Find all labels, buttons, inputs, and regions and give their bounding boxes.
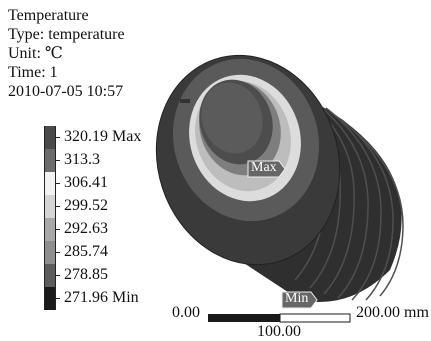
result-title: Temperature	[8, 7, 89, 24]
legend-label: 271.96 Min	[64, 289, 139, 306]
scale-end-label: 200.00 mm	[356, 304, 429, 321]
legend-swatch	[44, 218, 56, 241]
result-type: Type: temperature	[8, 26, 125, 43]
max-marker-label: Max	[251, 160, 277, 175]
legend-row: 299.52	[44, 195, 184, 218]
legend-row: 320.19 Max	[44, 126, 184, 149]
legend-tick	[56, 252, 60, 253]
legend-row: 313.3	[44, 149, 184, 172]
min-marker-label: Min	[285, 291, 309, 306]
legend-label: 292.63	[64, 220, 108, 237]
legend-swatch	[44, 287, 56, 310]
legend-tick	[56, 206, 60, 207]
legend-label: 278.85	[64, 266, 108, 283]
legend-tick	[56, 229, 60, 230]
legend-tick	[56, 160, 60, 161]
legend-swatch	[44, 149, 56, 172]
result-unit: Unit: ℃	[8, 45, 63, 62]
legend-row: 285.74	[44, 241, 184, 264]
legend-row: 271.96 Min	[44, 287, 184, 310]
scale-start-label: 0.00	[172, 304, 200, 321]
result-time: Time: 1	[8, 64, 58, 81]
max-marker: Max	[247, 160, 287, 183]
result-timestamp: 2010-07-05 10:57	[8, 83, 124, 100]
legend-row: 292.63	[44, 218, 184, 241]
legend-row: 278.85	[44, 264, 184, 287]
legend-swatch	[44, 241, 56, 264]
legend-tick	[56, 183, 60, 184]
legend-row: 306.41	[44, 172, 184, 195]
legend-label: 320.19 Max	[64, 128, 142, 145]
scale-mid-label: 100.00	[257, 323, 301, 340]
min-marker: Min	[281, 291, 319, 314]
legend-tick	[56, 275, 60, 276]
scale-bar	[208, 313, 351, 323]
legend-label: 299.52	[64, 197, 108, 214]
legend-swatch	[44, 195, 56, 218]
result-info: Temperature Type: temperature Unit: ℃ Ti…	[8, 6, 125, 101]
legend-tick	[56, 298, 60, 299]
legend-label: 313.3	[64, 151, 100, 168]
legend-label: 285.74	[64, 243, 108, 260]
legend-label: 306.41	[64, 174, 108, 191]
legend-swatch	[44, 264, 56, 287]
legend-tick	[56, 137, 60, 138]
legend-swatch	[44, 126, 56, 149]
legend-swatch	[44, 172, 56, 195]
